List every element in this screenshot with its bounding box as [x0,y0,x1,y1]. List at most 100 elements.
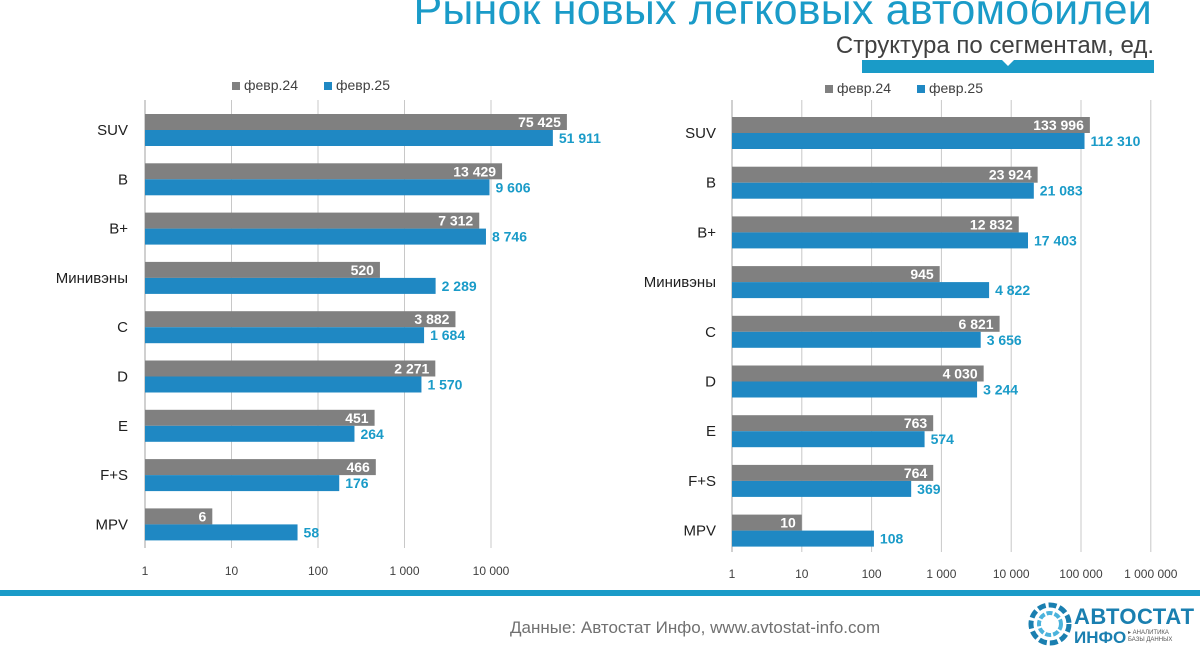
bar-2024 [732,315,1000,332]
data-label-2024: 451 [345,410,369,426]
bar-2025 [145,376,422,393]
bar-2024 [732,415,934,432]
bar-2025 [732,480,912,497]
bar-2024 [732,216,1019,233]
logo-tagline-line-2: БАЗЫ ДАННЫХ [1128,637,1173,643]
title-accent-notch [1002,60,1014,66]
legend-label-2025: февр.25 [929,80,983,96]
bar-2024 [732,266,940,283]
bar-2024 [145,409,375,426]
bar-2025 [732,182,1034,199]
x-tick-label: 10 [225,564,239,578]
logo-text-top: АВТОСТАТ [1074,604,1195,629]
data-label-2024: 764 [904,465,928,481]
bar-2025 [732,282,990,299]
bar-2025 [732,133,1085,149]
legend-swatch-2024 [825,85,833,93]
category-label: F+S [688,473,716,490]
data-label-2024: 7 312 [438,213,473,229]
category-label: C [705,324,716,341]
x-tick-label: 1 000 [389,564,419,578]
bar-2025 [145,327,425,344]
data-label-2025: 369 [917,481,941,497]
category-label: B+ [109,221,128,238]
logo-tagline: ▸ АНАЛИТИКА БАЗЫ ДАННЫХ [1128,630,1188,644]
x-tick-label: 100 [862,567,882,581]
legend-label-2025: февр.25 [336,77,390,93]
data-label-2024: 13 429 [453,163,496,179]
data-label-2024: 6 [199,508,207,524]
data-label-2025: 108 [880,531,904,547]
category-label: Минивэны [56,270,128,287]
data-label-2025: 264 [360,426,384,442]
bar-2025 [145,179,490,196]
charts-canvas: 1 10 100 1 000 10 000 февр.24 февр.25 SUV 75 425… [56,77,1178,581]
data-label-2024: 6 821 [959,316,994,332]
category-label: B [118,171,128,188]
category-label: F+S [100,467,128,484]
data-label-2024: 75 425 [518,114,561,130]
bar-2024 [145,163,503,180]
category-label: SUV [97,122,128,139]
bar-2025 [145,524,298,541]
data-label-2025: 1 684 [430,327,465,343]
bar-2024 [732,117,1090,133]
data-label-2024: 520 [351,262,375,278]
bar-2024 [732,514,802,531]
legend-swatch-2024 [232,82,240,90]
x-tick-label: 10 [795,567,809,581]
logo-circle-icon [1028,602,1072,646]
category-label: E [706,423,716,440]
data-label-2024: 945 [910,266,934,282]
legend-swatch-2025 [917,85,925,93]
bar-2024 [145,311,456,328]
bar-2024 [732,166,1038,183]
avtostat-logo: АВТОСТАТ ИНФО ▸ АНАЛИТИКА БАЗЫ ДАННЫХ [1028,600,1194,650]
bar-2025 [145,425,355,442]
data-label-2025: 1 570 [427,377,462,393]
data-label-2025: 9 606 [495,179,530,195]
page-title: Рынок новых легковых автомобилей [413,0,1152,34]
data-label-2024: 4 030 [943,366,978,382]
x-tick-label: 1 [729,567,736,581]
bar-2025 [145,130,553,146]
title-accent-bar [862,60,1154,73]
category-label: MPV [683,523,716,540]
category-label: Минивэны [644,274,716,291]
legend-label-2024: февр.24 [244,77,298,93]
bar-2025 [732,381,978,398]
x-tick-label: 1 [142,564,149,578]
bar-2024 [145,360,436,377]
data-label-2025: 574 [931,431,955,447]
category-label: B+ [697,224,716,241]
x-tick-label: 1 000 [926,567,956,581]
data-label-2025: 176 [345,475,369,491]
bar-2024 [145,212,480,229]
data-label-2025: 3 656 [987,332,1022,348]
data-label-2025: 4 822 [995,282,1030,298]
page-subtitle: Структура по сегментам, ед. [835,32,1154,59]
legend-label-2024: февр.24 [837,80,891,96]
logo-text-bottom: ИНФО [1074,628,1127,647]
data-source: Данные: Автостат Инфо, www.avtostat-info… [510,618,881,637]
data-label-2025: 58 [304,524,320,540]
bar-2025 [732,232,1028,249]
bar-2024 [732,365,984,382]
category-label: E [118,418,128,435]
data-label-2025: 3 244 [983,382,1018,398]
bar-2024 [145,459,376,476]
bar-2024 [145,508,213,525]
data-label-2024: 10 [780,515,796,531]
data-label-2024: 466 [346,459,370,475]
data-label-2024: 2 271 [394,361,429,377]
category-label: B [706,175,716,192]
x-tick-label: 100 [308,564,328,578]
x-tick-label: 1 000 000 [1124,567,1178,581]
footer-divider [0,590,1200,596]
data-label-2024: 12 832 [970,216,1013,232]
bar-2024 [145,114,567,130]
bar-2025 [145,277,436,294]
legend-swatch-2025 [324,82,332,90]
category-label: MPV [95,516,128,533]
data-label-2025: 2 289 [442,278,477,294]
